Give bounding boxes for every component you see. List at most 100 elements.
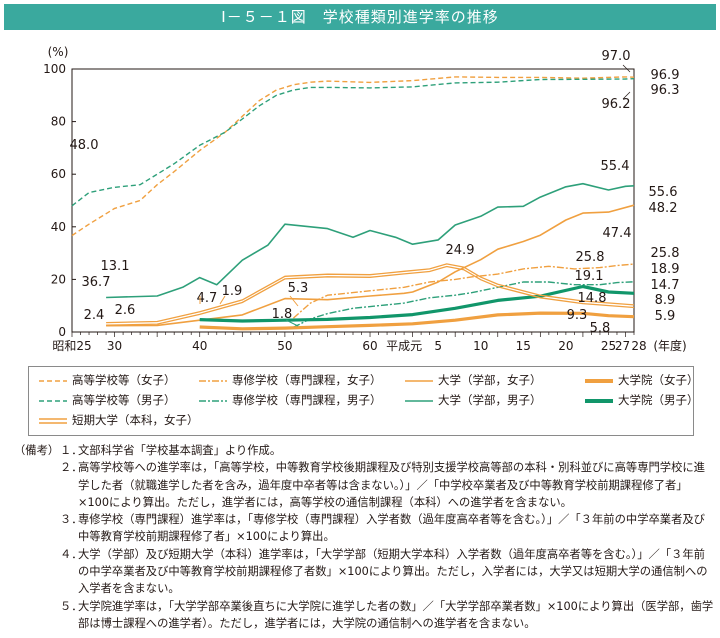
legend-swatch: [39, 399, 67, 402]
legend-label: 短期大学（本科，女子）: [72, 413, 199, 427]
label-leader: [285, 319, 299, 327]
legend-label: 大学（学部，男子）: [438, 393, 542, 407]
x-tick-label: 20: [558, 339, 573, 353]
data-label: 96.3: [651, 83, 680, 98]
data-label: 96.2: [602, 97, 631, 112]
series-line: [292, 263, 635, 319]
data-label: 96.9: [651, 68, 680, 83]
data-label: 97.0: [602, 49, 631, 64]
note-number: ３．: [60, 513, 83, 527]
note-number: １．: [60, 444, 83, 457]
note-number: ５．: [60, 599, 83, 613]
data-label: 19.1: [575, 269, 604, 284]
data-label: 25.8: [651, 246, 680, 261]
x-tick-label: 30: [107, 339, 122, 353]
data-label: 48.2: [649, 201, 678, 216]
data-label: 24.9: [446, 243, 475, 258]
data-label: 25.8: [576, 250, 605, 265]
note-number: ４．: [60, 547, 83, 561]
series-line: [71, 76, 635, 237]
x-tick-label: 60: [362, 339, 377, 353]
legend-item: 大学院（男子）: [585, 392, 699, 408]
series-line: [293, 281, 635, 328]
legend-item: 大学院（女子）: [585, 372, 699, 388]
y-tick-label: 0: [58, 325, 66, 339]
data-label: 36.7: [82, 275, 111, 290]
legend-item: 専修学校（専門課程，男子）: [199, 392, 382, 408]
legend-item: 大学（学部，女子）: [405, 372, 542, 388]
legend-label: 大学院（男子）: [618, 393, 699, 407]
note-text: 大学（学部）及び短期大学（本科）進学率は，「大学学部（短期大学本科）入学者数（過…: [78, 547, 708, 596]
legend-swatch: [199, 379, 227, 382]
data-label: 47.4: [603, 226, 632, 241]
legend-swatch: [405, 399, 433, 402]
legend-label: 高等学校等（男子）: [72, 393, 176, 407]
x-tick-label: 50: [277, 339, 292, 353]
chart-legend: 高等学校等（女子） 専修学校（専門課程，女子） 大学（学部，女子） 大学院（女子） 高等…: [28, 366, 699, 436]
data-label: 9.3: [567, 308, 588, 323]
label-leader: [219, 295, 226, 305]
note-item: ４． 大学（学部）及び短期大学（本科）進学率は，「大学学部（短期大学本科）入学者数…: [60, 546, 714, 598]
legend-label: 大学院（女子）: [618, 373, 699, 387]
data-label: 5.9: [655, 309, 676, 324]
legend-swatch: [585, 378, 613, 383]
note-item: ３． 専修学校（専門課程）進学率は，「専修学校（専門課程）入学者数（過年度高卒者等…: [60, 511, 714, 546]
series-line: [71, 78, 635, 207]
x-tick-label: 昭和25: [52, 339, 91, 353]
note-item: １． 文部科学省「学校基本調査」より作成。: [60, 442, 714, 459]
data-label: 8.9: [655, 293, 676, 308]
y-tick-label: 80: [51, 115, 66, 129]
legend-item: 大学（学部，男子）: [405, 392, 542, 408]
data-label: 14.7: [651, 278, 680, 293]
series-line: [199, 284, 635, 323]
legend-label: 大学（学部，女子）: [438, 373, 542, 387]
notes-section: （備考） １． 文部科学省「学校基本調査」より作成。 ２． 高等学校等への進学率は，「…: [14, 442, 714, 632]
series-line: [106, 263, 635, 324]
label-leader: [622, 91, 631, 100]
note-item: ５． 大学院進学率は，「大学学部卒業後直ちに大学院に進学した者の数」／「大学学部卒…: [60, 598, 714, 633]
data-label: 2.4: [84, 308, 105, 323]
legend-swatch: [405, 379, 433, 382]
legend-swatch: [39, 379, 67, 382]
series-line: [106, 204, 635, 327]
data-label: 1.9: [222, 284, 243, 299]
data-label: 48.0: [70, 138, 99, 153]
note-text: 大学院進学率は，「大学学部卒業後直ちに大学院に進学した者の数」／「大学学部卒業者…: [78, 599, 714, 630]
label-leader: [622, 64, 631, 73]
series-line: [106, 182, 635, 299]
legend-label: 専修学校（専門課程，男子）: [232, 393, 382, 407]
data-label: 2.6: [115, 303, 136, 318]
legend-swatch: [199, 399, 227, 402]
x-tick-label: 27: [615, 339, 630, 353]
notes-list: （備考） １． 文部科学省「学校基本調査」より作成。 ２． 高等学校等への進学率は，「…: [14, 442, 714, 632]
note-text: 高等学校等への進学率は，「高等学校，中等教育学校後期課程及び特別支援学校高等部の…: [78, 461, 705, 509]
y-tick-label: 40: [51, 220, 66, 234]
note-text: 文部科学省「学校基本調査」より作成。: [78, 444, 282, 457]
label-leader: [289, 295, 299, 307]
page-title: Ⅰ－５－１図 学校種類別進学率の推移: [4, 4, 716, 30]
legend-swatch: [585, 398, 613, 403]
legend-item: 短期大学（本科，女子）: [39, 412, 199, 428]
x-tick-label: 25: [601, 339, 616, 353]
data-label: 14.8: [578, 291, 607, 306]
y-tick-label: 60: [51, 167, 66, 181]
series-line: [199, 311, 635, 331]
legend-label: 専修学校（専門課程，女子）: [232, 373, 382, 387]
legend-item: 高等学校等（男子）: [39, 392, 176, 408]
y-tick-label: 20: [51, 272, 66, 286]
note-number: ２．: [60, 461, 83, 475]
x-tick-label: 平成元: [386, 339, 422, 353]
x-tick-label: 28: [631, 339, 646, 353]
legend-item: 高等学校等（女子）: [39, 372, 176, 388]
legend-label: 高等学校等（女子）: [72, 373, 176, 387]
x-tick-label: 40: [192, 339, 207, 353]
notes-head: （備考）: [14, 444, 60, 457]
data-label: 4.7: [197, 291, 218, 306]
data-label: 55.6: [649, 185, 678, 200]
legend-swatch: [39, 417, 67, 424]
data-label: 13.1: [101, 259, 130, 274]
legend-item: 専修学校（専門課程，女子）: [199, 372, 382, 388]
data-label: 5.3: [288, 281, 309, 296]
data-label: 18.9: [651, 262, 680, 277]
series-line: [106, 265, 635, 326]
